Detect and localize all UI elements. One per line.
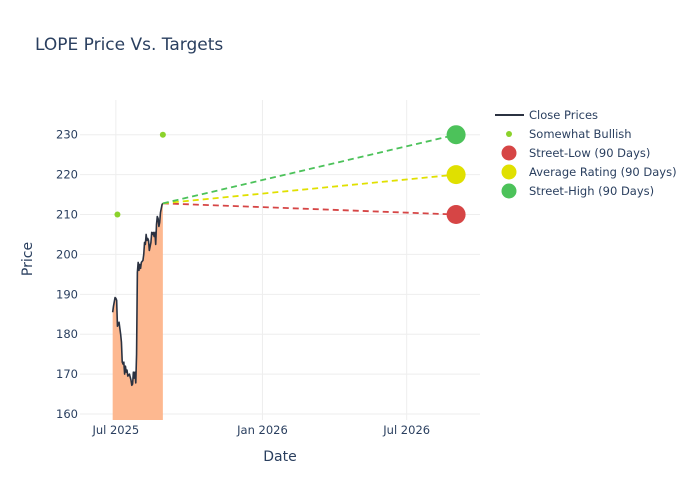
somewhat-bullish-point [114,211,121,218]
close-price-line [111,202,164,387]
y-tick-label: 220 [56,168,78,182]
legend-label: Close Prices [529,108,598,122]
y-tick-label: 230 [56,128,78,142]
target-marker [446,125,466,145]
legend: Close Prices Somewhat Bullish Street-Low (… [495,108,677,199]
x-tick-label: Jul 2026 [382,423,430,437]
y-tick-label: 170 [56,367,78,381]
y-tick-label: 190 [56,287,78,301]
y-tick-label: 200 [56,247,78,261]
legend-dot-swatch [506,131,512,137]
x-axis-ticks: Jul 2025 Jan 2026 Jul 2026 [91,423,430,437]
legend-label: Average Rating (90 Days) [529,165,677,179]
chart-title: LOPE Price Vs. Targets [35,35,223,55]
legend-label: Street-Low (90 Days) [529,146,650,160]
target-line [162,133,457,205]
legend-dot-swatch [501,145,517,161]
y-axis-title: Price [20,242,36,276]
legend-dot-swatch [501,164,517,180]
x-tick-label: Jan 2026 [236,423,288,437]
y-tick-label: 210 [56,208,78,222]
target-line [162,202,457,216]
legend-dot-swatch [501,183,517,199]
x-tick-label: Jul 2025 [91,423,139,437]
target-line [162,173,457,205]
y-axis-ticks: 160 170 180 190 200 210 220 230 [56,128,78,421]
plot-area [111,125,466,420]
legend-label: Street-High (90 Days) [529,184,654,198]
y-tick-label: 180 [56,327,78,341]
y-tick-label: 160 [56,407,78,421]
somewhat-bullish-point [159,131,166,138]
x-axis-title: Date [263,449,296,465]
target-marker [446,165,466,185]
target-marker [446,205,466,225]
legend-label: Somewhat Bullish [529,127,632,141]
